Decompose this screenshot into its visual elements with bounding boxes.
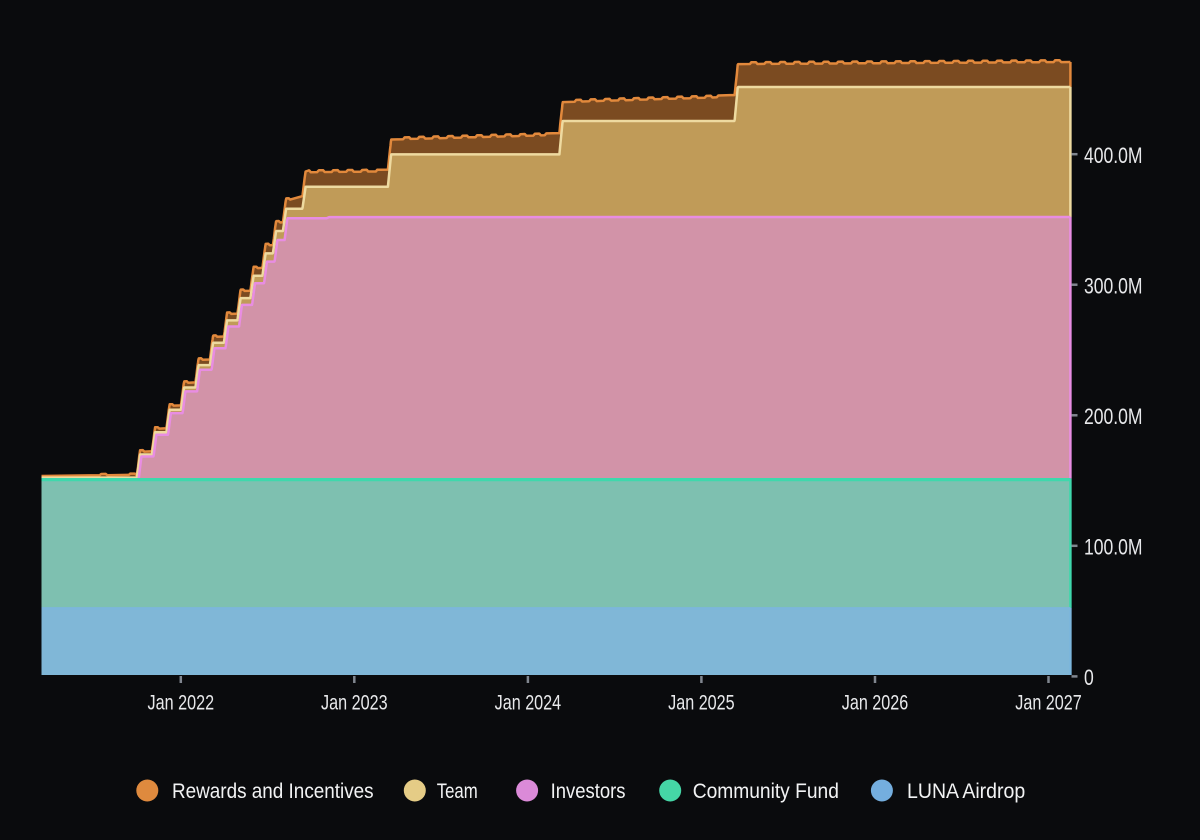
svg-text:0: 0	[1084, 666, 1094, 691]
svg-text:400.0M: 400.0M	[1084, 144, 1142, 169]
svg-text:Rewards and Incentives: Rewards and Incentives	[172, 780, 374, 803]
svg-text:Jan 2025: Jan 2025	[668, 691, 735, 715]
svg-text:Team: Team	[437, 780, 478, 803]
svg-text:Jan 2024: Jan 2024	[495, 691, 562, 715]
svg-text:Jan 2022: Jan 2022	[148, 691, 215, 715]
svg-text:100.0M: 100.0M	[1084, 535, 1142, 560]
svg-text:Jan 2023: Jan 2023	[321, 691, 388, 715]
svg-text:300.0M: 300.0M	[1084, 274, 1142, 299]
svg-text:Jan 2027: Jan 2027	[1015, 691, 1082, 715]
svg-text:Investors: Investors	[551, 780, 626, 803]
svg-text:200.0M: 200.0M	[1084, 405, 1142, 430]
svg-text:LUNA Airdrop: LUNA Airdrop	[907, 780, 1025, 803]
svg-text:Community Fund: Community Fund	[693, 780, 839, 803]
svg-text:Jan 2026: Jan 2026	[842, 691, 909, 715]
